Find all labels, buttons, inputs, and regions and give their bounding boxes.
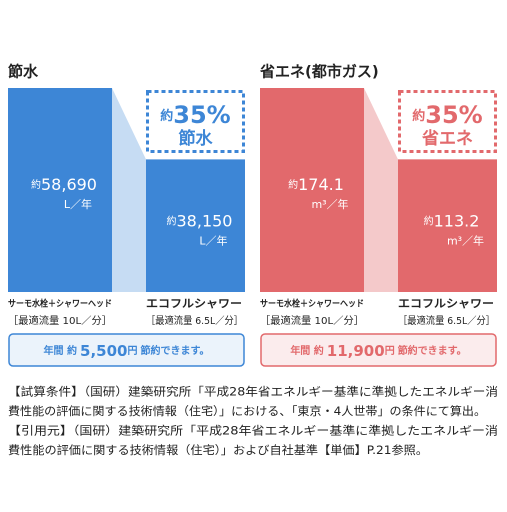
saving-unit: 円 — [385, 345, 395, 357]
chart-title: 節水 — [8, 63, 39, 81]
note-line: 費性能の評価に関する技術情報（住宅）」における、「東京・4人世帯」の条件にて算出… — [8, 404, 486, 418]
saving-unit: 円 — [127, 345, 137, 357]
bar — [146, 159, 245, 292]
note-line: 【引用元】（国研）建築研究所「平成28年省エネルギー基準に準拠したエネルギー消 — [8, 424, 498, 438]
value-label: 約113.2 — [424, 211, 480, 230]
category-label: エコフルシャワー — [398, 297, 494, 310]
value-prefix: 約 — [424, 214, 434, 227]
saving-amount: 11,900 — [327, 342, 385, 360]
saving-after: 節約できます。 — [398, 344, 467, 357]
note-line: 【試算条件】（国研）建築研究所「平成28年省エネルギー基準に準拠したエネルギー消 — [8, 385, 498, 399]
unit-label: L／年 — [199, 233, 227, 247]
saving-before: 年間 約 — [290, 344, 323, 357]
bar — [398, 159, 497, 292]
reduction-text: 節水 — [178, 128, 214, 149]
unit-label: m³／年 — [447, 233, 484, 247]
value-prefix: 約 — [31, 178, 41, 191]
value: 113.2 — [434, 211, 480, 230]
bar — [8, 88, 112, 292]
value-label: 約38,150 — [167, 211, 233, 230]
saving-box — [260, 333, 497, 367]
category-note: ［最適流量 10L／分］ — [260, 314, 364, 327]
chart-title: 省エネ(都市ガス) — [259, 63, 379, 81]
unit-label: L／年 — [64, 197, 92, 211]
reduction-text: 省エネ — [421, 128, 473, 149]
value: 58,690 — [41, 175, 97, 194]
reduction-prefix: 約 — [160, 108, 173, 124]
value-label: 約174.1 — [288, 175, 344, 194]
value-label: 約58,690 — [31, 175, 97, 194]
saving-text: 年間 約 11,900円 節約できます。 — [290, 342, 466, 360]
saving-box — [8, 333, 245, 367]
bar — [260, 88, 364, 292]
connector — [364, 88, 398, 292]
reduction-label: 約35% — [412, 101, 482, 129]
value-prefix: 約 — [288, 178, 298, 191]
value: 174.1 — [298, 175, 344, 194]
note-line: 費性能の評価に関する技術情報（住宅）」および自社基準【単価】P.21参照。 — [8, 443, 428, 457]
unit-label: m³／年 — [311, 197, 348, 211]
saving-text: 年間 約 5,500円 節約できます。 — [44, 342, 210, 360]
value: 38,150 — [177, 211, 233, 230]
reduction-box — [398, 90, 497, 153]
category-note: ［最適流量 6.5L／分］ — [398, 314, 495, 327]
category-note: ［最適流量 10L／分］ — [8, 314, 112, 327]
value-prefix: 約 — [167, 214, 177, 227]
saving-after: 節約できます。 — [140, 344, 209, 357]
reduction-label: 約35% — [160, 101, 230, 129]
reduction-prefix: 約 — [412, 108, 425, 124]
reduction-value: 35% — [425, 101, 482, 129]
saving-amount: 5,500 — [80, 342, 127, 360]
category-label: エコフルシャワー — [146, 297, 242, 310]
category-label: サーモ水栓＋シャワーヘッド — [260, 298, 364, 310]
reduction-value: 35% — [173, 101, 230, 129]
saving-before: 年間 約 — [44, 344, 77, 357]
category-label: サーモ水栓＋シャワーヘッド — [8, 298, 112, 310]
category-note: ［最適流量 6.5L／分］ — [146, 314, 243, 327]
reduction-box — [146, 90, 245, 153]
connector — [112, 88, 146, 292]
